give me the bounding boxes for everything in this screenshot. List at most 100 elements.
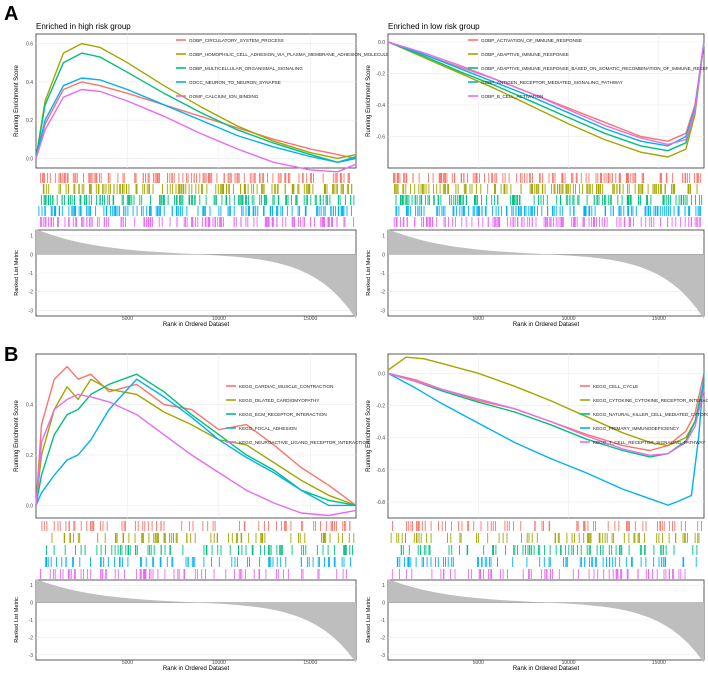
gsea-chart-2: Enriched in low risk group 0.0 -0.2 -0.4 -0.… bbox=[366, 22, 708, 328]
legend-label: KEGG_T_CELL_RECEPTOR_SIGNALING_PATHWAY bbox=[593, 440, 705, 445]
es-y-axis-label: Running Enrichment Score bbox=[366, 399, 372, 471]
x-tick-label: 5000 bbox=[122, 316, 133, 322]
es-panel-frame bbox=[35, 33, 357, 169]
y-tick-label: 0.2 bbox=[26, 118, 33, 124]
gsea-plots: Enriched in high risk group 0.0 0.2 0.4 0.6 R… bbox=[14, 22, 708, 672]
y-tick-label: 0.2 bbox=[26, 453, 33, 459]
metric-tick-label: -3 bbox=[381, 653, 386, 659]
metric-y-axis-label: Ranked List Metric bbox=[14, 597, 20, 643]
legend-label: KEGG_ECM_RECEPTOR_INTERACTION bbox=[239, 412, 327, 417]
legend-label: GOBP_CIRCULATORY_SYSTEM_PROCESS bbox=[189, 38, 284, 43]
legend-label: KEGG_DILATED_CARDIOMYOPATHY bbox=[239, 398, 319, 403]
y-tick-label: -0.2 bbox=[376, 403, 385, 409]
es-curve-series-4 bbox=[387, 372, 705, 506]
es-curve-series-5 bbox=[35, 88, 357, 173]
es-curve-series-5 bbox=[387, 372, 705, 456]
es-curve-series-1 bbox=[387, 41, 705, 142]
legend-label: KEGG_CELL_CYCLE bbox=[593, 384, 638, 389]
metric-y-axis-label: Ranked List Metric bbox=[366, 597, 372, 643]
x-tick-label: 10000 bbox=[212, 316, 226, 322]
es-curve-series-5 bbox=[35, 393, 357, 517]
legend-label: GOBP_HOMOPHILIC_CELL_ADHESION_VIA_PLASMA… bbox=[189, 52, 392, 57]
metric-tick-label: 1 bbox=[30, 583, 33, 589]
y-tick-label: 0.0 bbox=[378, 371, 385, 377]
x-axis-label: Rank in Ordered Dataset bbox=[513, 322, 580, 328]
legend-label: GOBP_MULTICELLULAR_ORGANISMAL_SIGNALING bbox=[189, 66, 303, 71]
y-tick-label: 0.6 bbox=[26, 42, 33, 48]
metric-tick-label: -2 bbox=[381, 635, 386, 641]
gsea-chart-3: Enriched in high risk group0.00.20.4Runn… bbox=[14, 353, 369, 672]
es-y-axis-label: Running Enrichment Score bbox=[14, 399, 20, 471]
hit-rug bbox=[390, 521, 702, 579]
legend-label: GOBP_ADAPTIVE_IMMUNE_RESPONSE bbox=[481, 52, 569, 57]
es-panel-frame bbox=[387, 353, 705, 519]
x-tick-label: 10000 bbox=[212, 660, 226, 666]
y-tick-label: -0.6 bbox=[376, 468, 385, 474]
panel-letter-a: A bbox=[4, 3, 18, 25]
x-tick-label: 5000 bbox=[473, 660, 484, 666]
x-axis-label: Rank in Ordered Dataset bbox=[513, 666, 580, 672]
metric-tick-label: 0 bbox=[382, 252, 385, 258]
y-tick-label: -0.2 bbox=[376, 71, 385, 77]
es-curve-series-4 bbox=[35, 378, 356, 507]
x-tick-label: 10000 bbox=[562, 660, 576, 666]
es-curve-series-3 bbox=[387, 372, 705, 458]
legend-label: GOBP_ADAPTIVE_IMMUNE_RESPONSE_BASED_ON_S… bbox=[481, 66, 708, 71]
metric-tick-label: -3 bbox=[381, 308, 386, 314]
chart-title: Enriched in low risk group bbox=[388, 22, 480, 31]
metric-tick-label: -3 bbox=[29, 308, 34, 314]
x-axis-label: Rank in Ordered Dataset bbox=[163, 322, 230, 328]
legend-label: GOBP_ANTIGEN_RECEPTOR_MEDIATED_SIGNALING… bbox=[481, 80, 623, 85]
legend-label: GOBP_ACTIVATION_OF_IMMUNE_RESPONSE bbox=[481, 38, 582, 43]
x-tick-label: 15000 bbox=[303, 316, 317, 322]
legend-label: KEGG_CYTOKINE_CYTOKINE_RECEPTOR_INTERACT… bbox=[593, 398, 708, 403]
es-curve-series-5 bbox=[387, 41, 705, 146]
metric-tick-label: -2 bbox=[29, 290, 34, 296]
metric-tick-label: -1 bbox=[29, 618, 34, 624]
ranked-metric-area bbox=[388, 229, 704, 319]
y-tick-label: 0.4 bbox=[26, 402, 33, 408]
es-curve-series-1 bbox=[35, 365, 357, 506]
es-curve-series-2 bbox=[387, 41, 705, 158]
es-curve-series-2 bbox=[35, 378, 357, 507]
y-tick-label: -0.8 bbox=[376, 500, 385, 506]
metric-tick-label: 0 bbox=[382, 601, 385, 607]
x-tick-label: 5000 bbox=[473, 316, 484, 322]
x-tick-label: 15000 bbox=[303, 660, 317, 666]
legend-label: KEGG_CARDIAC_MUSCLE_CONTRACTION bbox=[239, 384, 333, 389]
legend-label: KEGG_NATURAL_KILLER_CELL_MEDIATED_CYTOTO… bbox=[593, 412, 708, 417]
ranked-metric-area bbox=[36, 579, 356, 663]
es-y-axis-label: Running Enrichment Score bbox=[366, 64, 372, 136]
panel-letter-b: B bbox=[4, 344, 18, 366]
legend-label: KEGG_FOCAL_ADHESION bbox=[239, 426, 297, 431]
legend-label: GOBP_B_CELL_ACTIVATION bbox=[481, 94, 543, 99]
metric-tick-label: 1 bbox=[382, 583, 385, 589]
metric-tick-label: 1 bbox=[30, 234, 33, 240]
x-tick-label: 10000 bbox=[562, 316, 576, 322]
x-tick-label: 5000 bbox=[122, 660, 133, 666]
es-panel-frame bbox=[387, 33, 705, 169]
metric-tick-label: -1 bbox=[381, 618, 386, 624]
y-tick-label: 0.0 bbox=[26, 503, 33, 509]
metric-tick-label: -1 bbox=[29, 271, 34, 277]
metric-tick-label: -3 bbox=[29, 653, 34, 659]
y-tick-label: -0.4 bbox=[376, 103, 385, 109]
legend-label: KEGG_NEUROACTIVE_LIGAND_RECEPTOR_INTERAC… bbox=[239, 440, 369, 445]
es-curve-series-3 bbox=[35, 52, 357, 163]
gsea-chart-4: Enriched in low risk group0.0-0.2-0.4-0.… bbox=[366, 353, 708, 672]
x-tick-label: 15000 bbox=[652, 316, 666, 322]
y-tick-label: -0.4 bbox=[376, 436, 385, 442]
legend-label: GOCC_NEURON_TO_NEURON_SYNAPSE bbox=[189, 80, 281, 85]
metric-tick-label: 1 bbox=[382, 234, 385, 240]
es-y-axis-label: Running Enrichment Score bbox=[14, 64, 20, 136]
es-curve-series-4 bbox=[35, 77, 357, 163]
legend-label: GOMF_CALCIUM_ION_BINDING bbox=[189, 94, 259, 99]
hit-rug bbox=[38, 173, 355, 227]
es-curve-series-3 bbox=[387, 41, 705, 152]
legend-label: KEGG_PRIMARY_IMMUNODEFICIENCY bbox=[593, 426, 679, 431]
y-tick-label: 0.0 bbox=[378, 40, 385, 46]
ranked-metric-area bbox=[36, 229, 356, 319]
metric-y-axis-label: Ranked List Metric bbox=[366, 250, 372, 296]
chart-title: Enriched in high risk group bbox=[36, 22, 131, 31]
